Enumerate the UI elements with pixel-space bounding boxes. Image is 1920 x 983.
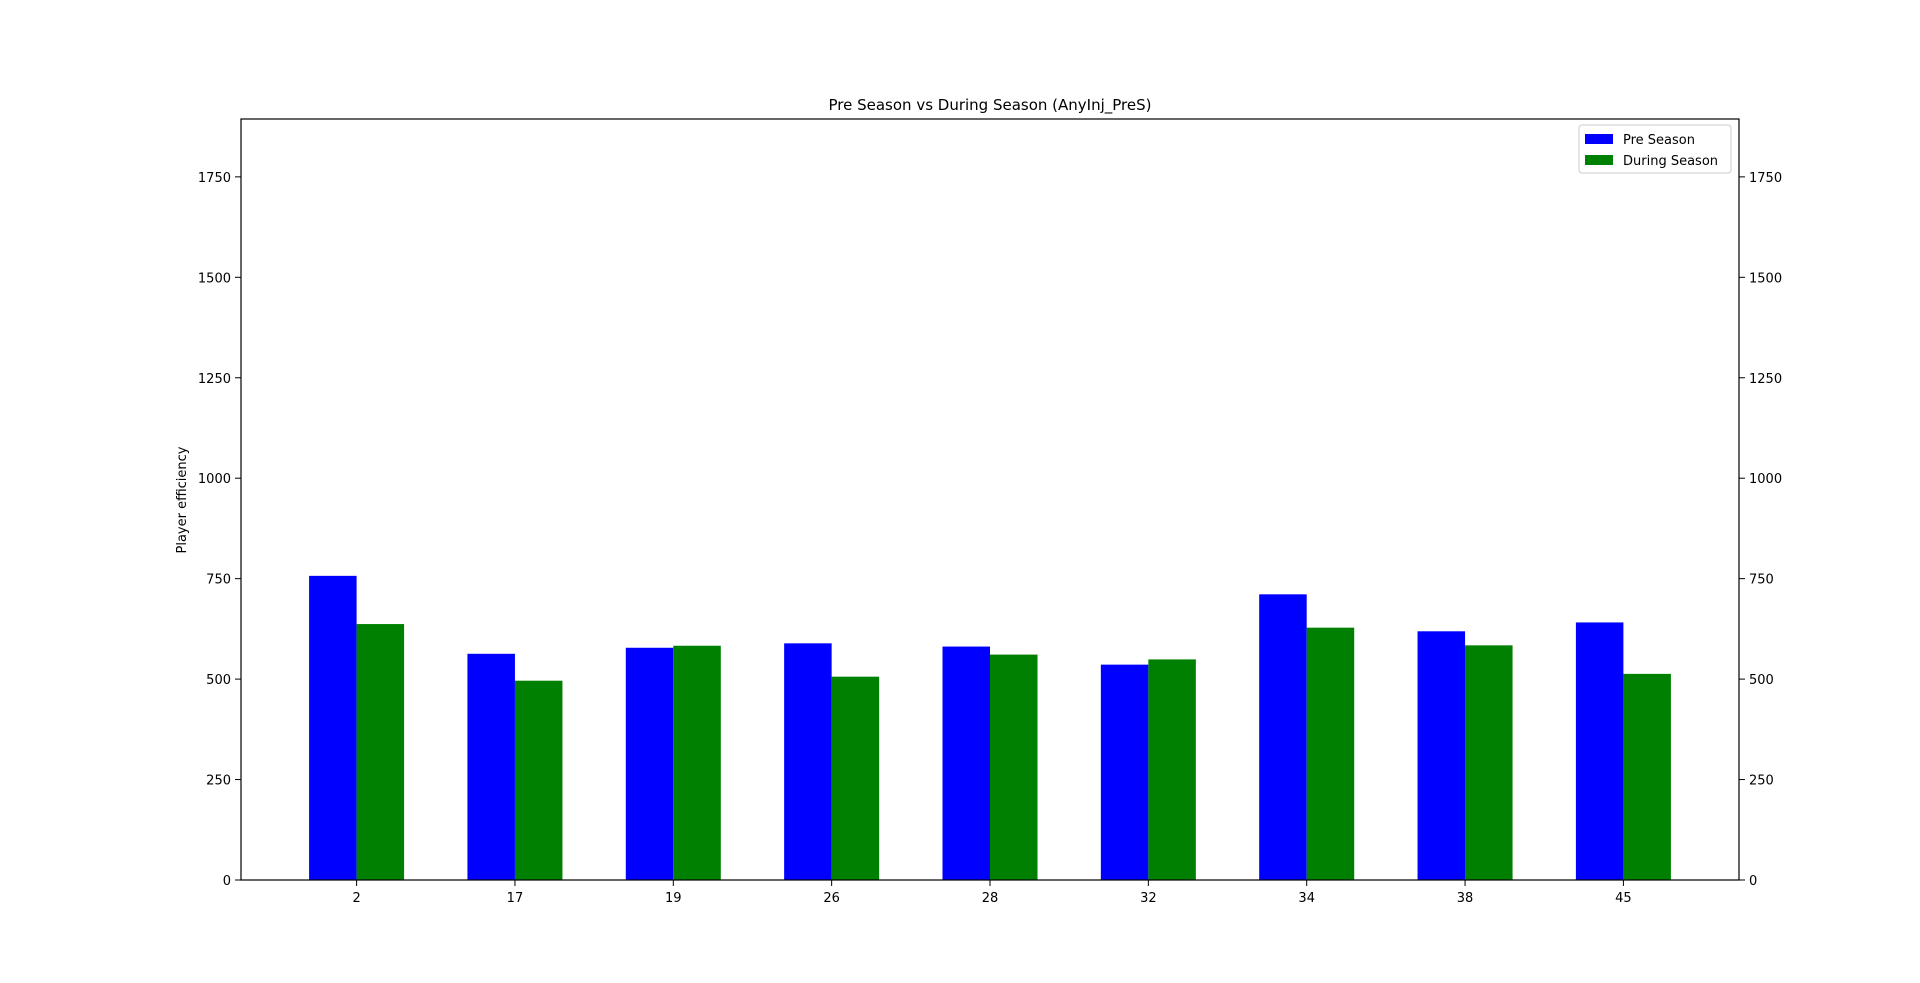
bar-during-season-19 [673, 645, 721, 880]
y-tick-label-right: 1250 [1749, 372, 1782, 387]
bar-pre-season-2 [309, 575, 357, 880]
x-tick-label: 26 [823, 891, 840, 906]
bar-pre-season-26 [784, 643, 832, 880]
y-tick-label: 1000 [198, 472, 231, 487]
bar-during-season-32 [1148, 659, 1196, 880]
legend: Pre Season During Season [1578, 124, 1732, 174]
bar-pre-season-19 [625, 647, 674, 880]
y-tick-label-right: 1000 [1749, 472, 1782, 487]
legend-frame [1578, 124, 1732, 174]
x-tick-label: 19 [665, 891, 682, 906]
bars-group [309, 575, 1671, 880]
y-tick-label-right: 1500 [1749, 271, 1782, 286]
y-tick-label: 1500 [198, 271, 231, 286]
y-axis-right: 0 250 500 750 1000 1250 1500 1750 [1739, 171, 1782, 889]
y-tick-label: 1250 [198, 372, 231, 387]
legend-swatch [1585, 155, 1613, 165]
y-tick-label-right: 0 [1749, 874, 1757, 889]
x-tick-label: 28 [982, 891, 999, 906]
plot-frame [240, 118, 1740, 881]
y-tick-label: 750 [206, 573, 231, 588]
legend-label: Pre Season [1623, 133, 1695, 148]
chart-title: Pre Season vs During Season (AnyInj_PreS… [829, 96, 1152, 115]
legend-label: During Season [1623, 154, 1718, 169]
bar-pre-season-17 [467, 653, 515, 880]
legend-swatch [1585, 134, 1613, 144]
y-tick-label-right: 1750 [1749, 171, 1782, 186]
bar-pre-season-38 [1417, 631, 1466, 880]
bar-during-season-17 [514, 680, 563, 880]
x-tick-label: 38 [1457, 891, 1474, 906]
y-tick-label-right: 250 [1749, 774, 1774, 789]
bar-during-season-34 [1306, 627, 1355, 880]
bar-pre-season-34 [1259, 594, 1307, 880]
bar-during-season-38 [1465, 645, 1513, 880]
bar-during-season-28 [990, 654, 1038, 880]
y-tick-label: 1750 [198, 171, 231, 186]
y-axis-label: Player efficiency [175, 446, 190, 553]
y-tick-label: 500 [206, 673, 231, 688]
x-tick-label: 17 [507, 891, 524, 906]
bar-during-season-45 [1623, 673, 1671, 880]
y-tick-label: 250 [206, 774, 231, 789]
x-tick-label: 34 [1298, 891, 1315, 906]
x-tick-label: 32 [1140, 891, 1157, 906]
bar-pre-season-28 [942, 646, 990, 880]
y-axis-left: 0 250 500 750 1000 1250 1500 1750 [198, 171, 241, 889]
bar-during-season-26 [831, 676, 880, 880]
bar-during-season-2 [356, 624, 405, 880]
x-tick-label: 45 [1615, 891, 1632, 906]
y-tick-label-right: 750 [1749, 573, 1774, 588]
bar-pre-season-45 [1575, 622, 1624, 880]
x-tick-label: 2 [352, 891, 360, 906]
x-axis: 2 17 19 26 28 32 34 38 45 [352, 880, 1632, 906]
y-tick-label: 0 [223, 874, 231, 889]
y-tick-label-right: 500 [1749, 673, 1774, 688]
bar-pre-season-32 [1100, 664, 1149, 880]
